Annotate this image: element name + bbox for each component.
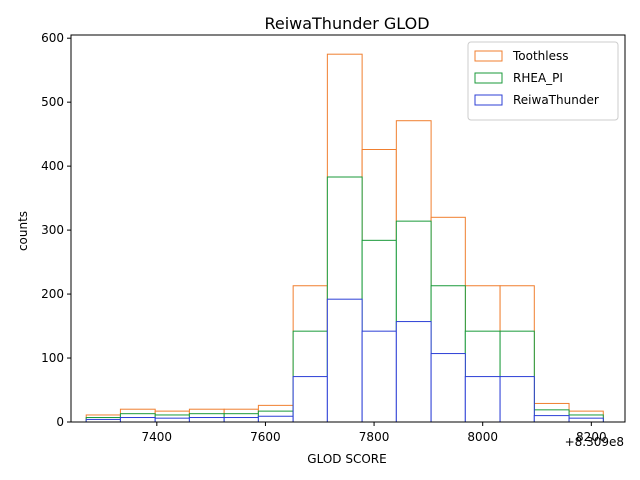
bars-layer: [85, 53, 604, 423]
histogram-bar: [154, 417, 190, 423]
y-tick-label: 600: [41, 31, 64, 45]
legend-box: [467, 41, 619, 121]
histogram-bar: [533, 415, 570, 423]
y-tick-label: 500: [41, 95, 64, 109]
legend-swatch: [474, 72, 503, 84]
x-tick-label: 7600: [250, 430, 281, 444]
x-tick-label: 8000: [467, 430, 498, 444]
x-tick-label: 8200: [576, 430, 607, 444]
histogram-bar: [464, 376, 501, 423]
legend-swatch: [474, 94, 503, 106]
y-axis-label: counts: [16, 211, 30, 251]
histogram-bar: [292, 376, 328, 423]
legend-label: Toothless: [512, 49, 569, 63]
y-tick-label: 400: [41, 159, 64, 173]
histogram-bar: [119, 417, 156, 423]
x-axis-label: GLOD SCORE: [307, 452, 386, 466]
histogram-bar: [223, 417, 259, 423]
chart-title: ReiwaThunder GLOD: [264, 14, 429, 33]
x-tick-label: 7400: [142, 430, 173, 444]
histogram-bar: [499, 376, 535, 423]
x-tick-label: 7800: [359, 430, 390, 444]
histogram-bar: [188, 417, 225, 423]
histogram-bar: [361, 330, 397, 423]
plot-frame: [70, 34, 626, 423]
legend-swatch: [474, 50, 503, 62]
y-tick-label: 200: [41, 287, 64, 301]
legend-label: RHEA_PI: [513, 71, 563, 85]
histogram-bar: [326, 298, 363, 423]
histogram-bar: [430, 353, 466, 423]
y-tick-label: 300: [41, 223, 64, 237]
y-tick-label: 100: [41, 351, 64, 365]
x-axis-offset-label: +8.309e8: [565, 435, 624, 449]
axes-layer: 0 100 200 300 400 500 600 7400 7600 7800 8000 8200: [41, 31, 626, 444]
y-tick-label: 0: [56, 415, 64, 429]
histogram-bar: [395, 321, 432, 423]
legend: Toothless RHEA_PI ReiwaThunder: [467, 41, 619, 121]
legend-label: ReiwaThunder: [513, 93, 599, 107]
histogram-bar: [257, 415, 294, 423]
histogram-bar: [568, 417, 604, 423]
